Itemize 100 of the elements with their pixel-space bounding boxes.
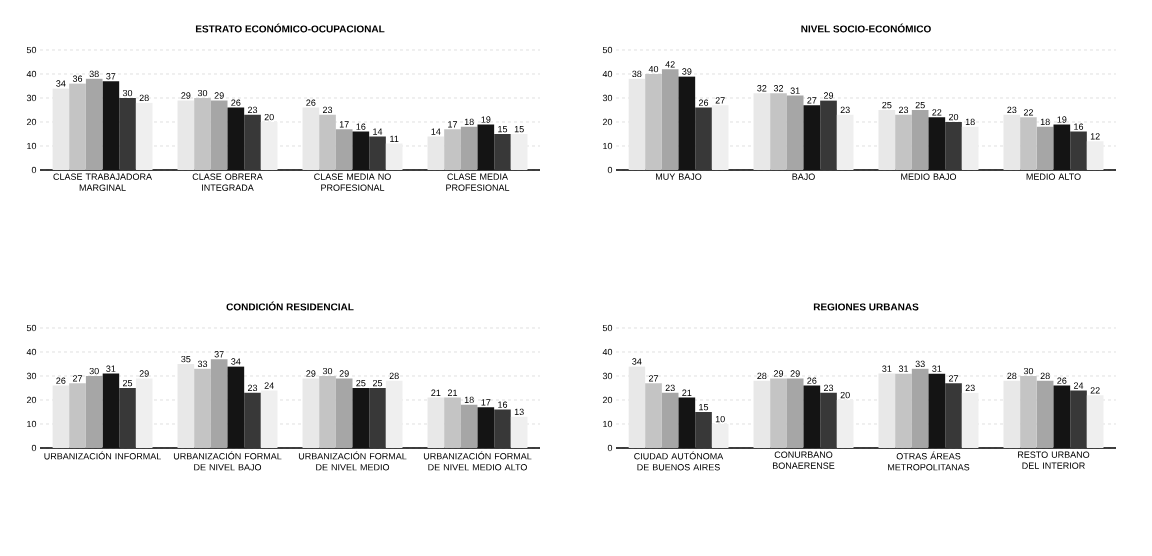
bar xyxy=(1036,380,1054,448)
y-tick-label: 0 xyxy=(607,166,613,174)
bar xyxy=(510,133,528,170)
data-label: 18 xyxy=(965,118,975,126)
data-label: 23 xyxy=(247,106,258,114)
data-label: 34 xyxy=(632,358,642,365)
data-label: 38 xyxy=(89,70,99,78)
data-label: 30 xyxy=(322,367,333,375)
data-label: 14 xyxy=(373,128,383,135)
bar xyxy=(177,363,195,448)
bar xyxy=(302,107,320,170)
data-label: 22 xyxy=(1023,109,1034,116)
bar xyxy=(319,114,336,170)
y-tick-label: 10 xyxy=(27,142,37,150)
bar xyxy=(678,76,696,170)
bar xyxy=(645,383,662,448)
bar xyxy=(1053,124,1071,170)
bar xyxy=(194,97,211,170)
bar xyxy=(69,83,86,170)
bar xyxy=(895,373,912,448)
bar xyxy=(753,380,771,448)
bar xyxy=(369,387,386,448)
data-label: 13 xyxy=(514,408,524,416)
bar xyxy=(135,378,153,448)
data-label: 29 xyxy=(306,370,316,377)
bar xyxy=(119,387,136,448)
data-label: 27 xyxy=(807,97,817,104)
bar xyxy=(820,100,837,170)
bar xyxy=(928,373,946,448)
data-label: 29 xyxy=(214,92,224,99)
y-tick-label: 10 xyxy=(27,420,37,428)
bar xyxy=(945,121,962,170)
data-label: 21 xyxy=(682,389,692,396)
bar xyxy=(820,392,837,448)
data-label: 15 xyxy=(699,404,709,411)
bar xyxy=(695,411,712,448)
data-label: 23 xyxy=(1007,106,1017,114)
y-tick-label: 40 xyxy=(26,70,37,78)
data-label: 20 xyxy=(264,113,274,121)
bar xyxy=(661,392,679,448)
bar xyxy=(628,78,646,170)
data-label: 17 xyxy=(481,399,491,406)
data-label: 23 xyxy=(247,384,258,392)
data-label: 11 xyxy=(390,135,399,142)
data-label: 15 xyxy=(498,126,508,133)
bar xyxy=(803,105,821,170)
data-label: 20 xyxy=(840,391,850,399)
data-label: 12 xyxy=(1090,133,1100,140)
x-tick-label: MEDIO BAJO xyxy=(901,173,957,180)
data-label: 32 xyxy=(773,85,784,92)
x-tick-label: RESTO URBANO DEL INTERIOR xyxy=(1018,451,1090,469)
data-label: 36 xyxy=(72,75,83,82)
data-label: 29 xyxy=(139,370,149,377)
x-tick-label: CLASE MEDIA PROFESIONAL xyxy=(446,173,510,191)
y-tick-label: 40 xyxy=(602,70,613,78)
data-label: 40 xyxy=(648,65,659,73)
bar xyxy=(961,126,979,170)
bar xyxy=(911,109,929,170)
bar xyxy=(177,100,195,170)
bar xyxy=(385,143,403,170)
y-tick-label: 20 xyxy=(26,396,37,404)
bar xyxy=(69,383,86,448)
bar xyxy=(194,368,211,448)
bar xyxy=(444,397,461,448)
bar xyxy=(444,129,461,170)
data-label: 30 xyxy=(1023,367,1034,375)
y-tick-label: 10 xyxy=(603,142,613,150)
data-label: 14 xyxy=(431,128,441,135)
data-label: 20 xyxy=(948,113,959,121)
bar xyxy=(102,373,120,448)
x-tick-label: CIUDAD AUTÓNOMA DE BUENOS AIRES xyxy=(634,451,724,471)
y-tick-label: 50 xyxy=(26,324,37,332)
bar xyxy=(1086,395,1104,448)
bar xyxy=(477,407,495,448)
bar xyxy=(803,385,821,448)
x-tick-label: CLASE OBRERA INTEGRADA xyxy=(192,173,263,191)
x-tick-label: URBANIZACIÓN FORMAL DE NIVEL MEDIO xyxy=(298,451,407,471)
bar xyxy=(319,375,336,448)
chart-title: ESTRATO ECONÓMICO-OCUPACIONAL xyxy=(195,23,385,33)
data-label: 25 xyxy=(356,379,366,387)
data-label: 17 xyxy=(339,121,349,128)
data-label: 27 xyxy=(715,97,725,104)
chart-title: CONDICIÓN RESIDENCIAL xyxy=(226,301,354,311)
data-label: 28 xyxy=(1007,372,1017,380)
bar xyxy=(1086,141,1104,170)
bar xyxy=(244,114,261,170)
bar xyxy=(1036,126,1054,170)
bar xyxy=(678,397,696,448)
bar xyxy=(352,131,370,170)
x-tick-label: URBANIZACIÓN INFORMAL xyxy=(44,451,161,460)
data-label: 27 xyxy=(648,375,659,382)
bar xyxy=(753,93,771,170)
data-label: 22 xyxy=(932,109,942,116)
x-tick-label: OTRAS ÁREAS METROPOLITANAS xyxy=(888,451,970,471)
bar xyxy=(878,109,896,170)
bar xyxy=(1020,375,1037,448)
data-label: 26 xyxy=(306,99,316,106)
x-tick-label: MEDIO ALTO xyxy=(1026,173,1081,180)
data-label: 23 xyxy=(898,106,909,114)
data-label: 26 xyxy=(807,377,817,384)
